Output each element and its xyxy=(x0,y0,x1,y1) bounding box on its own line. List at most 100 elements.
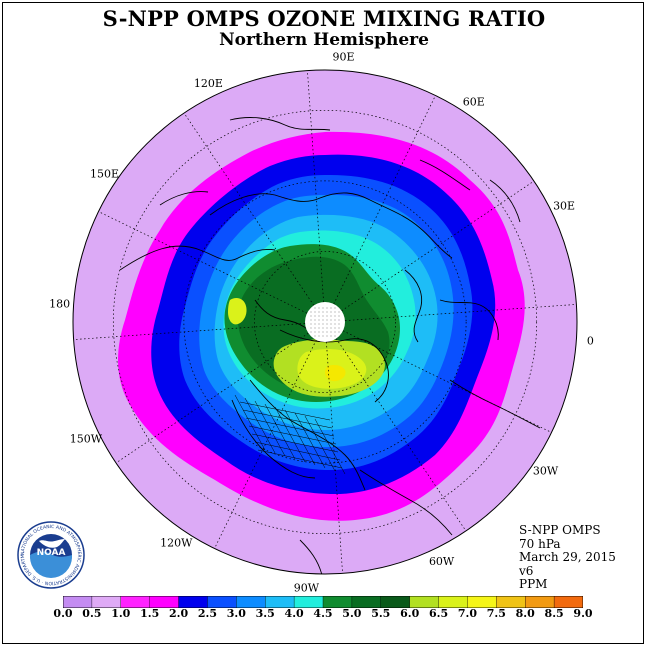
coastline xyxy=(404,269,423,343)
gap-dot xyxy=(326,307,328,309)
coastline xyxy=(231,399,316,479)
gap-dot xyxy=(322,331,324,333)
us-state-borders xyxy=(234,394,346,475)
coastline xyxy=(209,192,371,216)
colorbar-tick: 5.5 xyxy=(371,607,391,620)
state-border xyxy=(248,425,337,445)
gap-dot xyxy=(330,319,332,321)
latitude-circle xyxy=(254,251,396,393)
colorbar-tick: 7.5 xyxy=(486,607,506,620)
gap-dot xyxy=(318,331,320,333)
gap-dot xyxy=(334,323,336,325)
gap-dot xyxy=(326,335,328,337)
gap-dot xyxy=(326,331,328,333)
colorbar-tick: 9.0 xyxy=(573,607,593,620)
gap-dot xyxy=(326,323,328,325)
gap-dot xyxy=(322,307,324,309)
gap-dot xyxy=(338,319,340,321)
coastlines xyxy=(119,117,541,574)
gap-dot xyxy=(326,311,328,313)
gap-dot xyxy=(322,327,324,329)
coastline xyxy=(419,159,471,191)
coastline xyxy=(249,379,366,491)
noaa-logo-text: NOAA xyxy=(37,548,66,558)
gap-dot xyxy=(322,323,324,325)
longitude-labels: 90E 60E 30E 0 30W 60W 90W 120W 150W 180 150E 120E xyxy=(49,51,594,595)
gap-dot xyxy=(338,323,340,325)
longitude-label: 180 xyxy=(49,297,70,310)
colorbar-tick: 8.5 xyxy=(544,607,564,620)
colorbar-tick: 4.0 xyxy=(284,607,304,620)
gap-dot xyxy=(338,331,340,333)
longitude-label: 60W xyxy=(429,555,455,568)
gap-dot xyxy=(326,315,328,317)
state-border xyxy=(314,418,346,475)
state-border xyxy=(245,417,335,437)
colorbar-tick: 1.0 xyxy=(111,607,131,620)
state-border xyxy=(254,400,286,457)
gap-dot xyxy=(334,311,336,313)
colorbar-tick: 3.5 xyxy=(255,607,275,620)
instrument-label: S-NPP OMPS xyxy=(519,523,601,537)
longitude-label: 120E xyxy=(194,77,223,90)
gap-dot xyxy=(326,327,328,329)
gap-dot xyxy=(334,331,336,333)
colorbar-tick: 7.0 xyxy=(457,607,478,620)
latitude-circle xyxy=(183,180,467,464)
gap-dot xyxy=(322,335,324,337)
gap-dot xyxy=(338,327,340,329)
colorbar xyxy=(63,596,583,608)
gap-dot xyxy=(318,319,320,321)
longitude-label: 30W xyxy=(533,465,559,478)
gap-dot xyxy=(314,323,316,325)
ozone-band-6.5 xyxy=(325,365,346,382)
state-border xyxy=(294,412,326,469)
longitude-label: 150E xyxy=(90,167,119,180)
gap-dot xyxy=(326,319,328,321)
latitude-circle xyxy=(112,109,538,535)
gap-dot xyxy=(314,335,316,337)
gap-dot xyxy=(330,311,332,313)
colorbar-tick: 5.0 xyxy=(342,607,362,620)
coastline xyxy=(489,179,521,223)
state-border xyxy=(239,401,331,421)
gap-dot xyxy=(318,311,320,313)
gap-dot xyxy=(330,315,332,317)
gap-dot xyxy=(318,307,320,309)
state-border xyxy=(242,409,333,429)
colorbar-tick: 8.0 xyxy=(515,607,535,620)
gap-dot xyxy=(318,335,320,337)
gap-dot xyxy=(310,311,312,313)
gap-dot xyxy=(318,327,320,329)
gap-dot xyxy=(314,311,316,313)
state-border xyxy=(234,394,266,451)
gap-dot xyxy=(334,307,336,309)
state-border xyxy=(264,403,296,460)
gap-dot xyxy=(314,331,316,333)
gap-dot xyxy=(318,315,320,317)
state-border xyxy=(254,441,341,461)
gap-dot xyxy=(310,315,312,317)
coastline xyxy=(439,299,499,341)
coastline xyxy=(279,329,389,403)
gap-dot xyxy=(322,311,324,313)
gap-dot xyxy=(310,327,312,329)
gap-dot xyxy=(334,315,336,317)
state-border xyxy=(304,415,336,472)
gap-dot xyxy=(338,315,340,317)
state-border xyxy=(284,409,316,466)
map-title: S-NPP OMPS OZONE MIXING RATIO xyxy=(102,6,546,31)
colorbar-tick: 3.0 xyxy=(226,607,246,620)
coastline xyxy=(229,117,331,131)
longitude-label: 120W xyxy=(160,537,193,550)
lat-lon-grid xyxy=(73,70,577,574)
longitude-label: 90W xyxy=(294,581,320,594)
colorbar-tick-labels: 0.0 0.5 1.0 1.5 2.0 2.5 3.0 3.5 4.0 4.5 5.0 5.5 6.0 6… xyxy=(0,607,648,623)
ozone-band-5.5-pacific xyxy=(228,298,247,325)
longitude-label: 90E xyxy=(333,51,355,64)
noaa-logo: NATIONAL OCEANIC AND ATMOSPHERIC ADMINIS… xyxy=(15,517,85,589)
gap-dot xyxy=(314,315,316,317)
gap-dot xyxy=(310,331,312,333)
map-boundary xyxy=(72,69,578,575)
